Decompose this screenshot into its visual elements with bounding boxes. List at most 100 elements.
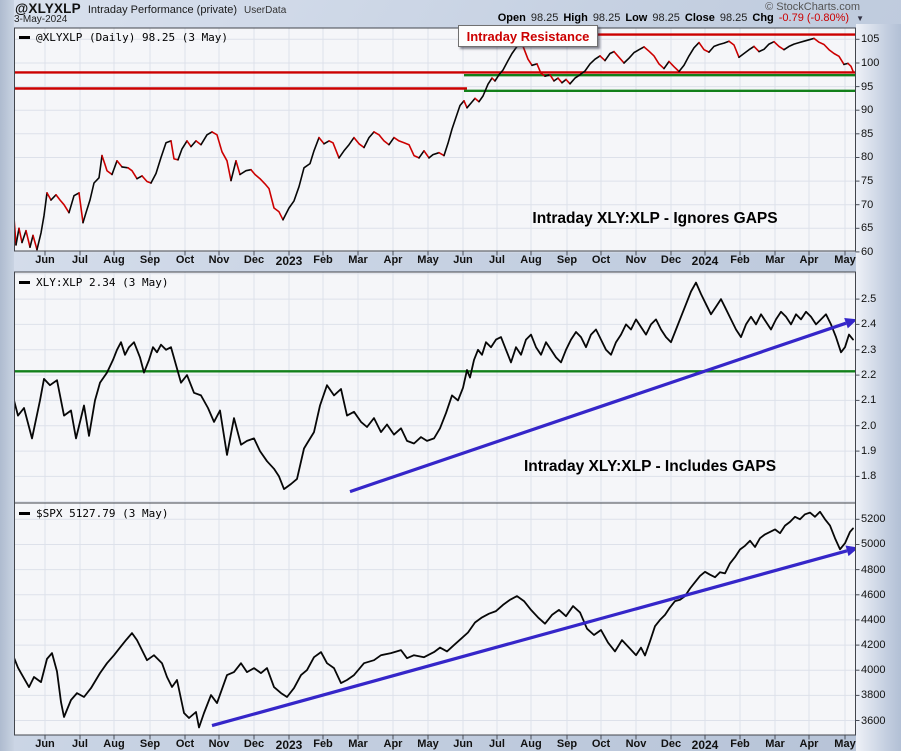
legend-swatch-icon: [19, 36, 30, 39]
xlyxlp-intraday-performance-series-line: [623, 46, 645, 64]
x-axis-month-label: May: [834, 738, 856, 750]
x-axis-month-label: Apr: [799, 254, 819, 266]
y-axis-tick-label: 100: [861, 57, 880, 69]
right-axis-strip: [856, 24, 901, 751]
xlyxlp-intraday-performance-series-line: [599, 55, 606, 62]
xlyxlp-intraday-performance-series-line: [565, 78, 571, 85]
trend-arrow: [211, 549, 848, 728]
xlyxlp-intraday-performance-series-line: [663, 60, 670, 70]
xlyxlp-intraday-performance-series-line: [353, 136, 365, 149]
xlyxlp-intraday-performance-series-line: [463, 100, 468, 109]
xlyxlp-intraday-performance-series-line: [323, 140, 330, 145]
xlyxlp-intraday-performance-series-line: [438, 151, 445, 157]
xlyxlp-intraday-performance-series-line: [536, 63, 546, 77]
trend-arrowhead-icon: [845, 545, 856, 557]
x-axis-month-label: Oct: [591, 738, 611, 750]
spx-series-line: [14, 510, 854, 729]
x-axis-month-label: Dec: [660, 738, 682, 750]
y-axis-tick-label: 4200: [861, 639, 886, 651]
xlyxlp-intraday-performance-series-line: [553, 77, 559, 82]
xly-xlp-ratio-pane: [14, 271, 860, 504]
xlyxlp-intraday-performance-series-line: [36, 192, 48, 251]
xlyxlp-intraday-performance-series-line: [773, 40, 785, 51]
xlyxlp-intraday-performance-series-line: [68, 192, 80, 214]
xlyxlp-intraday-performance-series-line: [428, 151, 440, 159]
xlyxlp-intraday-performance-series-line: [388, 136, 395, 146]
close-label: Close: [684, 12, 715, 24]
y-axis-tick-label: 2.3: [861, 344, 877, 356]
xlyxlp-intraday-performance-series-line: [328, 140, 340, 159]
x-axis-month-label: Oct: [175, 738, 195, 750]
intraday-resistance-label: Intraday Resistance: [466, 28, 590, 44]
y-axis-tick-label: 70: [861, 199, 874, 211]
xlyxlp-intraday-performance-series-line: [18, 227, 23, 244]
y-axis-tick-label: 4800: [861, 564, 886, 576]
xlyxlp-intraday-performance-series-line: [478, 77, 493, 103]
x-axis-month-label: Apr: [383, 254, 403, 266]
x-axis-month-label: Jul: [72, 738, 88, 750]
xlyxlp-intraday-performance-series-line: [211, 131, 232, 182]
x-axis-month-label: May: [834, 254, 856, 266]
y-axis-tick-label: 3600: [861, 715, 886, 727]
xlyxlp-intraday-performance-series-line: [847, 62, 854, 72]
x-axis-month-label: Dec: [660, 254, 682, 266]
ignores-gaps-annotation: Intraday XLY:XLP - Ignores GAPS: [532, 210, 778, 227]
x-axis-top: Jun Jul Aug Sep Oct Nov Dec 2023 Feb Mar Apr May Jun…: [0, 254, 901, 270]
quote-summary: Open 98.25 High 98.25 Low 98.25 Close 98…: [498, 12, 864, 24]
pane1-legend-text: @XLYXLP (Daily) 98.25 (3 May): [36, 31, 229, 44]
intraday-resistance-callout: Intraday Resistance: [458, 25, 598, 47]
y-axis-tick-label: 60: [861, 246, 874, 258]
x-axis-month-label: Nov: [208, 738, 230, 750]
xlyxlp-intraday-performance-series-line: [230, 160, 237, 182]
close-value: 98.25: [719, 12, 748, 24]
chevron-down-icon[interactable]: ▼: [856, 13, 864, 23]
xlyxlp-intraday-performance-series-line: [318, 136, 325, 145]
xlyxlp-intraday-performance-pane: [14, 27, 860, 253]
left-margin: [0, 0, 14, 751]
xlyxlp-intraday-performance-series-line: [21, 229, 27, 244]
x-axis-month-label: Sep: [139, 738, 161, 750]
xlyxlp-intraday-performance-series-line: [177, 140, 188, 161]
x-axis-bottom: Jun Jul Aug Sep Oct Nov Dec 2023 Feb Mar Apr May Jun…: [0, 738, 901, 751]
y-axis-tick-label: 4600: [861, 589, 886, 601]
x-axis-month-label: May: [417, 738, 439, 750]
xlyxlp-intraday-performance-series-line: [200, 131, 213, 146]
x-axis-month-label: Sep: [556, 738, 578, 750]
xlyxlp-intraday-performance-series-line: [373, 131, 390, 146]
x-axis-month-label: Nov: [208, 254, 230, 266]
xlyxlp-intraday-performance-series-line: [235, 160, 241, 176]
xlyxlp-intraday-performance-series-line: [25, 229, 31, 248]
xlyxlp-intraday-performance-series-line: [678, 41, 700, 73]
xlyxlp-intraday-performance-series-line: [466, 97, 476, 109]
xlyxlp-intraday-performance-series-line: [250, 168, 284, 221]
x-axis-month-label: Jun: [453, 254, 473, 266]
x-axis-month-label: Apr: [383, 738, 403, 750]
x-axis-month-label: Aug: [103, 738, 125, 750]
low-value: 98.25: [652, 12, 680, 24]
xlyxlp-intraday-performance-series-line: [150, 140, 172, 184]
pane1-legend: @XLYXLP (Daily) 98.25 (3 May): [19, 31, 228, 44]
x-axis-month-label: Jul: [489, 254, 505, 266]
chart-title: Intraday Performance (private): [87, 4, 238, 16]
xlyxlp-intraday-performance-series-line: [78, 192, 84, 224]
legend-swatch-icon: [19, 512, 30, 515]
x-axis-month-label: Mar: [765, 738, 785, 750]
xlyxlp-intraday-performance-series-line: [101, 154, 113, 176]
high-value: 98.25: [592, 12, 621, 24]
xlyxlp-intraday-performance-series-line: [186, 140, 192, 148]
stockcharts-brand-link[interactable]: © StockCharts.com: [765, 1, 860, 13]
xlyxlp-intraday-performance-series-line: [46, 192, 52, 201]
y-axis-tick-label: 2.1: [861, 394, 877, 406]
xlyxlp-intraday-performance-series-line: [604, 50, 615, 62]
x-axis-month-label: Sep: [556, 254, 578, 266]
xlyxlp-intraday-performance-series-line: [121, 166, 129, 169]
xlyxlp-intraday-performance-series-line: [643, 46, 665, 70]
y-axis-tick-label: 2.5: [861, 293, 877, 305]
xlyxlp-intraday-performance-series-line: [32, 234, 38, 251]
xlyxlp-intraday-performance-series-line: [82, 154, 103, 224]
xlyxlp-intraday-performance-series-line: [728, 40, 740, 59]
x-axis-month-label: Jun: [35, 254, 55, 266]
x-axis-month-label: Sep: [139, 254, 161, 266]
x-axis-month-label: Mar: [765, 254, 785, 266]
